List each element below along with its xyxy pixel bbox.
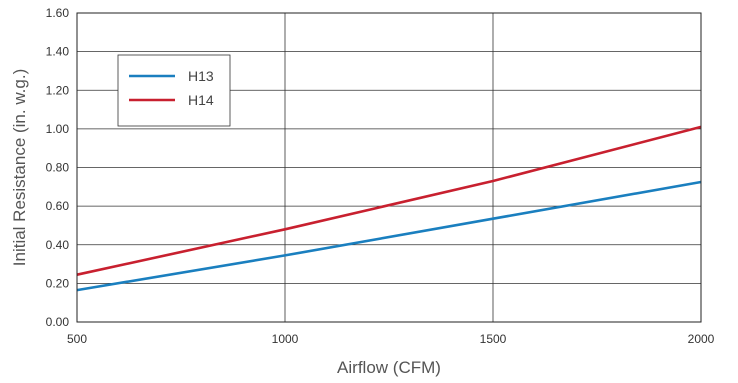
y-axis-tick-labels: 0.00 0.20 0.40 0.60 0.80 1.00 1.20 1.40 1.60 xyxy=(46,6,70,329)
y-axis-title: Initial Resistance (in. w.g.) xyxy=(10,69,29,266)
x-tick-label: 500 xyxy=(67,332,87,346)
x-axis-tick-labels: 500 1000 1500 2000 xyxy=(67,332,715,346)
series-line-h14 xyxy=(76,125,702,276)
series-lines xyxy=(76,125,702,292)
legend: H13 H14 xyxy=(117,54,231,127)
x-tick-label: 2000 xyxy=(688,332,715,346)
plot-area-frame xyxy=(76,12,702,323)
y-tick-label: 1.60 xyxy=(46,6,70,20)
legend-label-h13: H13 xyxy=(188,68,214,84)
y-tick-label: 0.40 xyxy=(46,238,70,252)
y-tick-label: 0.60 xyxy=(46,199,70,213)
x-tick-label: 1500 xyxy=(480,332,507,346)
x-axis-title: Airflow (CFM) xyxy=(337,358,441,377)
series-line-h13 xyxy=(76,180,702,292)
y-tick-label: 1.20 xyxy=(46,83,70,97)
legend-label-h14: H14 xyxy=(188,92,214,108)
x-tick-label: 1000 xyxy=(272,332,299,346)
legend-box xyxy=(117,54,231,127)
y-tick-label: 1.00 xyxy=(46,122,70,136)
y-tick-label: 0.00 xyxy=(46,315,70,329)
y-tick-label: 0.20 xyxy=(46,276,70,290)
y-tick-label: 1.40 xyxy=(46,45,70,59)
y-tick-label: 0.80 xyxy=(46,161,70,175)
